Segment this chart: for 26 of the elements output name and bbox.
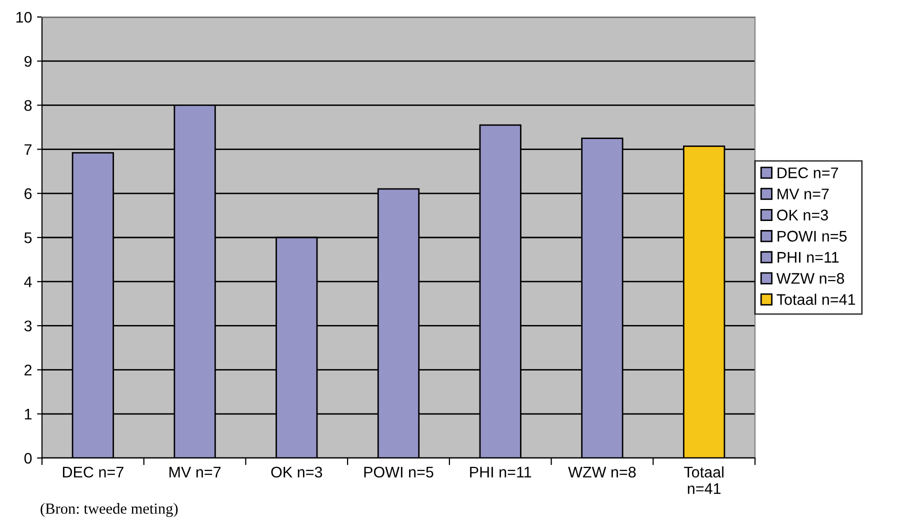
legend-label: PHI n=11 <box>778 252 839 263</box>
x-tick-label: PHI n=11 <box>470 466 532 478</box>
x-tick-label: MV n=7 <box>170 466 221 478</box>
y-tick-label: 3 <box>24 320 32 332</box>
y-tick-label: 9 <box>24 56 32 67</box>
y-tick-label: 2 <box>24 364 32 376</box>
y-tick-label: 10 <box>16 12 32 23</box>
y-tick-label: 5 <box>24 232 32 244</box>
x-tick-label: DEC n=7 <box>62 466 124 478</box>
y-tick-label: 8 <box>24 100 32 111</box>
x-tick-label: OK n=3 <box>271 466 322 478</box>
x-tick-label: Totaal n=41 <box>684 466 724 494</box>
y-tick-label: 7 <box>24 144 32 155</box>
x-tick-label: POWI n=5 <box>364 466 434 478</box>
y-tick-label: 1 <box>24 408 32 420</box>
y-tick-label: 4 <box>24 276 32 288</box>
x-tick-label: WZW n=8 <box>568 466 636 478</box>
legend-label: OK n=3 <box>777 210 828 220</box>
legend-label: MV n=7 <box>778 188 829 200</box>
y-tick-label: 6 <box>24 188 32 200</box>
legend-label: Totaal n=41 <box>776 294 856 305</box>
text: (Bron: tweede meting) <box>40 503 178 517</box>
legend-label: POWI n=5 <box>778 230 847 242</box>
y-tick-label: 0 <box>24 452 32 464</box>
legend-label: WZW n=8 <box>776 273 844 284</box>
legend-label: DEC n=7 <box>778 167 838 178</box>
